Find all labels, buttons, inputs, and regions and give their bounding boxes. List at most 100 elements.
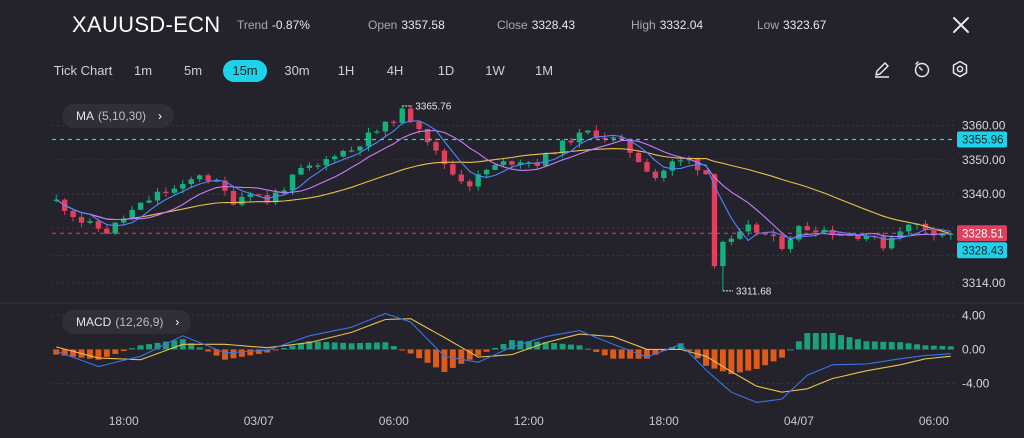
candle-body [644, 162, 650, 172]
candle-body [416, 121, 422, 130]
macd-histogram-bar [137, 345, 144, 350]
candle-body [112, 222, 118, 234]
candle-body [315, 165, 321, 167]
macd-histogram-bar [905, 343, 912, 350]
tick-chart-button[interactable]: Tick Chart [53, 63, 113, 78]
candle-body [87, 221, 93, 223]
timeframe-toolbar: Tick Chart 1m 5m 15m 30m 1H 4H 1D 1W 1M [0, 58, 1024, 84]
macd-histogram-bar [171, 340, 178, 350]
macd-histogram-bar [897, 342, 904, 350]
macd-histogram-bar [255, 349, 262, 354]
current-price-badge: 3328.51 [962, 228, 1004, 240]
timeframe-1d[interactable]: 1D [437, 63, 455, 78]
macd-histogram-bar [576, 345, 583, 350]
macd-histogram-bar [407, 349, 414, 354]
macd-histogram-bar [416, 349, 423, 359]
candle-body [846, 234, 853, 237]
macd-histogram-bar [703, 349, 709, 366]
close-stat: Close 3328.43 [497, 18, 576, 32]
settings-icon[interactable] [951, 60, 969, 78]
candle-body [939, 234, 946, 236]
macd-histogram-bar [627, 349, 634, 359]
macd-histogram-bar [483, 349, 490, 352]
candle-body [652, 171, 659, 179]
timeframe-4h[interactable]: 4H [386, 63, 404, 78]
macd-histogram-bar [70, 349, 77, 357]
candle-body [129, 209, 135, 219]
candle-body [247, 194, 254, 197]
candle-body [188, 179, 194, 185]
candle-body [357, 146, 363, 151]
macd-histogram-bar [601, 349, 608, 356]
candle-body [880, 236, 886, 249]
candle-body [627, 138, 633, 153]
timeframe-1m[interactable]: 1m [133, 63, 153, 78]
draw-pencil-icon[interactable] [873, 60, 891, 78]
macd-histogram-bar [289, 345, 296, 350]
macd-histogram-bar [247, 349, 254, 356]
candle-body [365, 132, 372, 147]
macd-histogram-bar [331, 342, 338, 350]
time-tick-label: 06:00 [379, 414, 409, 428]
close-icon[interactable] [950, 14, 972, 36]
candle-body [796, 226, 802, 240]
macd-histogram-bar [222, 349, 228, 360]
time-tick-label: 06:00 [919, 414, 949, 428]
candle-body [720, 241, 726, 267]
macd-histogram-bar [947, 346, 954, 350]
candle-body [458, 174, 465, 182]
candle-body [399, 108, 405, 123]
macd-histogram-bar [154, 342, 161, 350]
macd-histogram-bar [719, 349, 726, 372]
ma5-line [55, 120, 951, 242]
high-annotation: 3365.76 [415, 101, 452, 112]
timeframe-5m[interactable]: 5m [183, 63, 203, 78]
candle-body [905, 224, 912, 232]
timeframe-30m[interactable]: 30m [284, 63, 310, 78]
candle-body [889, 237, 895, 249]
candle-body [171, 188, 178, 193]
macd-histogram-bar [53, 349, 60, 355]
candle-body [855, 235, 861, 240]
macd-dif-line [56, 312, 951, 403]
macd-histogram-bar [382, 342, 389, 350]
timeframe-1h[interactable]: 1H [337, 63, 355, 78]
high-stat: High 3332.04 [631, 18, 704, 32]
macd-histogram-bar [238, 349, 245, 357]
macd-histogram-bar [753, 349, 760, 369]
candle-body [922, 223, 929, 231]
macd-histogram-bar [129, 348, 136, 350]
macd-histogram-bar [365, 342, 372, 350]
timer-icon[interactable] [913, 60, 931, 78]
candle-body [382, 121, 389, 132]
macd-dea-line [56, 318, 951, 393]
chevron-right-icon: › [158, 109, 163, 123]
macd-histogram-bar [736, 349, 743, 373]
macd-histogram-bar [103, 349, 110, 357]
candle-body [897, 231, 903, 238]
macd-histogram-bar [306, 341, 313, 350]
time-tick-label: 12:00 [514, 414, 544, 428]
timeframe-1mo[interactable]: 1M [534, 63, 554, 78]
symbol-title: XAUUSD-ECN [72, 12, 221, 37]
candle-body [517, 162, 524, 165]
candle-body [559, 140, 566, 154]
macd-histogram-bar [433, 349, 439, 368]
macd-histogram-bar [213, 349, 220, 356]
candle-body [340, 150, 346, 157]
candle-body [635, 152, 642, 163]
macd-indicator-chip[interactable]: MACD (12,26,9) › [62, 310, 192, 334]
ma-indicator-chip[interactable]: MA (5,10,30) › [62, 104, 175, 128]
macd-histogram-bar [357, 343, 363, 350]
timeframe-15m[interactable]: 15m [223, 60, 267, 82]
macd-histogram-bar [568, 344, 574, 350]
candle-body [618, 137, 625, 139]
candle-body [745, 224, 751, 232]
candle-body [78, 217, 85, 223]
macd-histogram-bar [838, 335, 845, 350]
macd-histogram-bar [120, 349, 127, 352]
macd-histogram-bar [196, 347, 203, 350]
macd-histogram-bar [323, 342, 330, 350]
timeframe-1w[interactable]: 1W [485, 63, 505, 78]
